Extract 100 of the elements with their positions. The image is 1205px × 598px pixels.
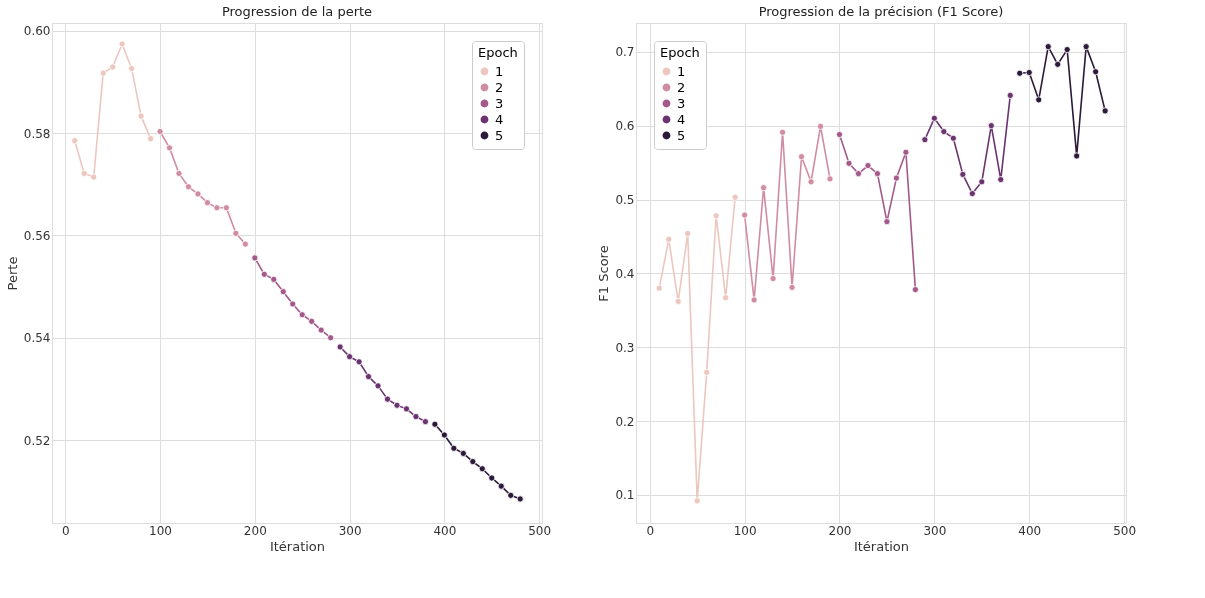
legend-label: 1	[677, 63, 686, 79]
point	[270, 275, 278, 283]
point	[1035, 96, 1043, 104]
x-tick-label: 400	[433, 523, 457, 538]
point	[684, 230, 692, 237]
point	[459, 449, 467, 457]
point	[213, 204, 221, 212]
point	[1016, 69, 1024, 77]
point	[807, 178, 815, 186]
point	[384, 395, 391, 403]
legend-label: 3	[495, 95, 504, 111]
point	[90, 173, 98, 181]
point	[412, 413, 420, 421]
point	[836, 131, 843, 138]
x-axis-title: Itération	[269, 538, 326, 554]
point	[317, 326, 325, 334]
point	[1092, 68, 1100, 76]
x-tick-label: 300	[923, 523, 947, 538]
x-tick-label: 300	[338, 523, 362, 538]
point	[883, 218, 891, 226]
point	[1073, 152, 1081, 160]
point	[241, 240, 249, 248]
point	[232, 229, 240, 237]
point	[156, 128, 164, 135]
point	[722, 294, 730, 302]
point	[902, 148, 910, 156]
point	[845, 159, 853, 167]
chart-title: Progression de la perte	[221, 4, 373, 19]
point	[712, 212, 720, 220]
point	[968, 190, 976, 198]
point	[440, 431, 448, 439]
point	[402, 405, 410, 413]
point	[1063, 46, 1071, 54]
point	[760, 184, 768, 192]
legend-label: 3	[677, 95, 686, 111]
point	[703, 368, 711, 376]
y-tick-label: 0.60	[23, 24, 51, 39]
point	[137, 112, 145, 120]
point	[71, 137, 79, 145]
point	[930, 114, 938, 122]
point	[940, 128, 948, 136]
point	[516, 495, 524, 503]
y-tick-label: 0.5	[615, 193, 635, 208]
point	[393, 401, 401, 409]
legend-label: 4	[677, 111, 686, 127]
point	[99, 69, 107, 77]
x-tick-label: 0	[646, 523, 655, 538]
legend-label: 2	[677, 79, 686, 95]
point	[826, 175, 834, 183]
point	[260, 270, 268, 278]
point	[788, 283, 796, 291]
legend-label: 2	[495, 79, 504, 95]
x-tick-label: 100	[733, 523, 757, 538]
point	[308, 317, 316, 325]
point	[251, 254, 259, 262]
legend-title: Epoch	[478, 45, 518, 60]
point	[365, 373, 373, 381]
point	[118, 40, 126, 48]
point	[374, 382, 382, 390]
point	[978, 178, 986, 186]
legend-label: 4	[495, 111, 504, 127]
y-tick-label: 0.6	[615, 119, 635, 134]
point	[911, 286, 919, 294]
y-axis-title: Perte	[4, 256, 20, 291]
y-tick-label: 0.1	[615, 488, 635, 503]
point	[949, 134, 957, 142]
y-tick-label: 0.58	[23, 126, 51, 141]
y-tick-label: 0.2	[615, 414, 635, 429]
x-tick-label: 100	[149, 523, 172, 538]
point	[346, 353, 354, 361]
x-tick-label: 200	[828, 523, 852, 538]
point	[1082, 43, 1090, 51]
point	[478, 465, 486, 473]
point	[997, 176, 1005, 184]
point	[203, 199, 211, 207]
x-axis-title: Itération	[853, 538, 910, 554]
y-tick-label: 0.3	[615, 340, 635, 355]
point	[665, 235, 673, 243]
point	[222, 204, 230, 212]
point	[336, 343, 344, 351]
point	[798, 153, 806, 161]
chart-title: Progression de la précision (F1 Score)	[758, 4, 1004, 19]
point	[128, 65, 136, 73]
y-tick-label: 0.52	[23, 433, 51, 448]
point	[750, 296, 758, 304]
point	[507, 491, 515, 499]
y-tick-label: 0.7	[615, 45, 635, 60]
legend-label: 1	[495, 63, 504, 79]
point	[854, 170, 862, 178]
point	[166, 144, 174, 152]
point	[289, 300, 297, 308]
legend-title: Epoch	[660, 45, 700, 60]
point	[1054, 60, 1062, 68]
point	[431, 420, 439, 428]
point	[109, 63, 117, 71]
point	[731, 193, 739, 201]
point	[185, 183, 192, 191]
y-tick-label: 0.54	[23, 331, 51, 346]
point	[769, 275, 777, 283]
x-tick-label: 200	[243, 523, 267, 538]
